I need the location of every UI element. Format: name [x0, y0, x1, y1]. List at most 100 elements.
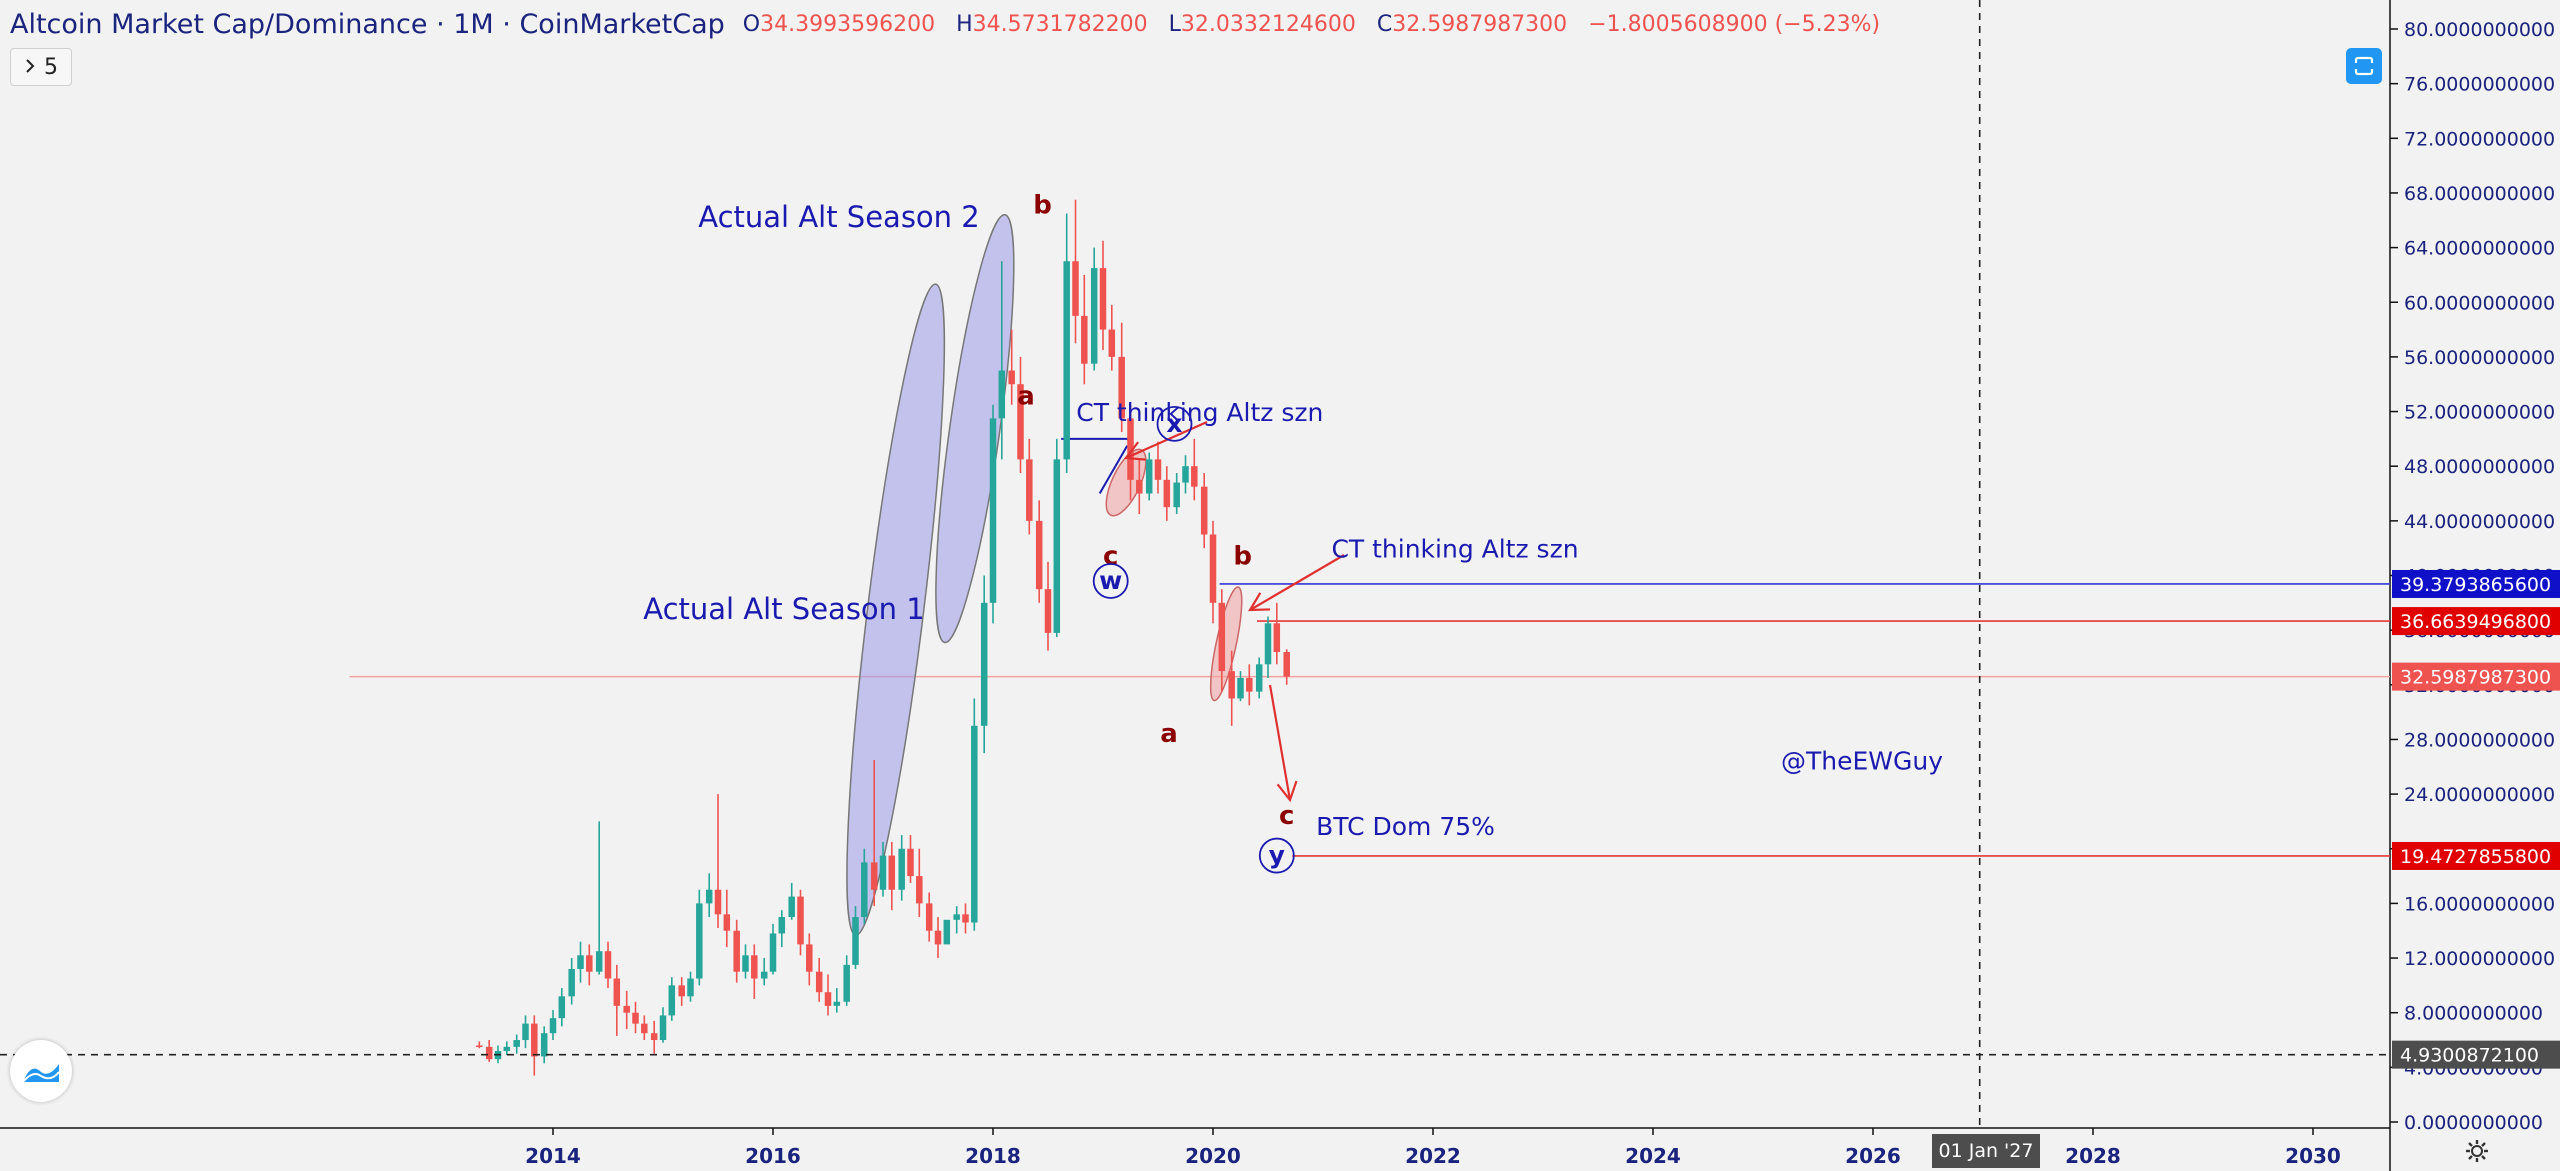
annotation-arrows	[1123, 420, 1345, 803]
candle-body	[595, 951, 603, 972]
candle-body	[843, 964, 850, 1002]
ct-altz-2-arrow-head	[1248, 592, 1271, 612]
candle-body	[659, 1015, 667, 1041]
candle-body	[687, 978, 694, 997]
indicators-toggle-button[interactable]: 5	[10, 48, 72, 86]
candle-body	[1246, 677, 1253, 692]
y-tick-label: 16.0000000000	[2404, 893, 2555, 915]
candle-body	[925, 903, 933, 931]
candle-body	[971, 725, 978, 923]
annotation-ct1: CT thinking Altz szn	[1076, 398, 1323, 427]
candle-body	[1008, 370, 1015, 385]
high-value: 34.5731782200	[972, 11, 1148, 37]
price-label-line-36: 36.6639496800	[2400, 611, 2551, 633]
candle-body	[1163, 479, 1171, 508]
candle-body	[733, 930, 740, 972]
ct-altz-2-arrow	[1249, 554, 1345, 611]
candle-body	[1237, 677, 1244, 699]
candle-body	[1072, 261, 1079, 316]
candle-body	[678, 985, 685, 997]
candle-body	[1136, 479, 1143, 494]
wave-circle-x	[1156, 405, 1193, 442]
crosshair-price-label-bg	[2392, 1040, 2560, 1069]
fullscreen-icon[interactable]	[2346, 48, 2382, 84]
close-value: 32.5987987300	[1392, 11, 1568, 37]
crosshair-price-label: 4.9300872100	[2400, 1045, 2539, 1067]
crosshair-date-label: 01 Jan '27	[1932, 1134, 2040, 1168]
candle-body	[788, 896, 795, 918]
candle-body	[898, 848, 905, 890]
high-label: H	[956, 11, 973, 37]
wave-labels: w x y	[1092, 405, 1295, 874]
wave-circle-w	[1092, 563, 1129, 599]
open-label: O	[742, 11, 761, 37]
close-label: C	[1376, 11, 1393, 37]
indicators-count: 5	[44, 54, 58, 80]
price-label-line-32-bg	[2392, 662, 2560, 691]
candle-body	[824, 992, 832, 1006]
y-tick-label: 48.0000000000	[2404, 456, 2555, 478]
gear-icon[interactable]	[2462, 1136, 2492, 1166]
chart-header: Altcoin Market Cap/Dominance · 1M · Coin…	[10, 6, 1880, 42]
x-tick-label: 2026	[1845, 1144, 1901, 1168]
chevron-right-icon	[24, 55, 36, 80]
tradingview-logo-icon[interactable]	[10, 1040, 72, 1102]
candle-body	[1063, 261, 1070, 460]
symbol-title[interactable]: Altcoin Market Cap/Dominance · 1M · Coin…	[10, 8, 725, 40]
candle-body	[1127, 418, 1134, 480]
candle-body	[998, 370, 1006, 419]
x-tick-label: 2016	[745, 1144, 801, 1168]
annotation-ct2: CT thinking Altz szn	[1331, 535, 1578, 564]
y-tick-label: 44.0000000000	[2404, 511, 2555, 533]
y-tick-label: 28.0000000000	[2404, 729, 2555, 751]
annotation-a1: a	[1017, 382, 1035, 412]
candle-body	[769, 933, 777, 972]
open-value: 34.3993596200	[760, 11, 936, 37]
candle-body	[513, 1040, 520, 1047]
y-tick-label: 80.0000000000	[2404, 19, 2555, 41]
candle-body	[723, 914, 731, 931]
ct-altz-2-ellipse	[1209, 586, 1243, 702]
candle-body	[503, 1046, 511, 1051]
candle-body	[852, 917, 859, 965]
candle-body	[742, 955, 749, 972]
candle-body	[1044, 589, 1052, 633]
x-tick-label: 2018	[965, 1144, 1021, 1168]
x-tick-label: 2020	[1185, 1144, 1241, 1168]
candle-body	[1255, 664, 1263, 692]
price-label-line-19-bg	[2392, 841, 2560, 870]
x-tick-label: 2028	[2065, 1144, 2121, 1168]
annotation-b1: b	[1033, 190, 1052, 220]
candle-body	[1035, 520, 1043, 590]
x-tick-label: 2014	[525, 1144, 581, 1168]
forecast-down-arrow-head	[1276, 780, 1298, 803]
candle-body	[577, 955, 584, 969]
y-tick-label: 72.0000000000	[2404, 128, 2555, 150]
candle-body	[916, 876, 923, 904]
candle-body	[1182, 466, 1189, 483]
y-tick-label: 64.0000000000	[2404, 238, 2555, 260]
alt-season-2-ellipse	[935, 213, 1015, 644]
price-label-line-39-bg	[2392, 569, 2560, 598]
candle-body	[806, 944, 813, 972]
x-wave-diagonal	[1098, 445, 1129, 495]
candle-body	[778, 917, 786, 934]
candle-body	[1218, 602, 1226, 672]
candle-body	[586, 955, 593, 972]
candle-body	[943, 919, 951, 945]
candle-body	[953, 914, 960, 920]
candle-body	[641, 1023, 648, 1034]
candle-body	[1283, 652, 1290, 677]
candle-body	[568, 968, 575, 997]
y-tick-label: 0.0000000000	[2404, 1112, 2543, 1134]
low-value: 32.0332124600	[1180, 11, 1356, 37]
candle-body	[714, 889, 722, 915]
highlight-ellipses	[846, 213, 1243, 936]
candle-body	[668, 985, 676, 1016]
price-label-line-19: 19.4727855800	[2400, 846, 2551, 868]
x-axis-ticks: 2014 2016 2018 2020 2022 2024 2026 2028 2030	[525, 1128, 2341, 1168]
annotation-season1: Actual Alt Season 1	[643, 592, 924, 626]
candle-body	[540, 1033, 548, 1057]
